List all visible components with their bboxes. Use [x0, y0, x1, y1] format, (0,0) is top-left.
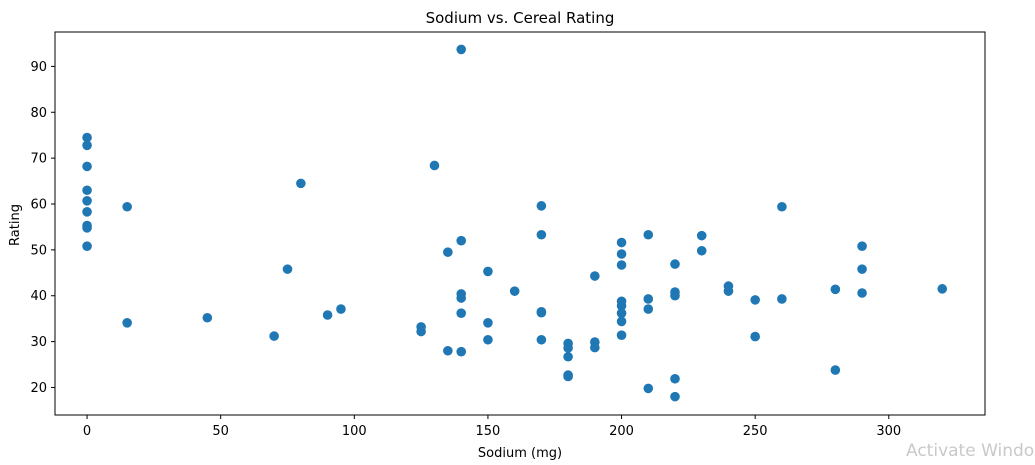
- data-point: [509, 286, 520, 296]
- data-point: [536, 229, 547, 240]
- data-point: [82, 241, 92, 252]
- data-point: [82, 132, 92, 143]
- data-point: [336, 304, 346, 314]
- data-point: [857, 288, 867, 298]
- data-point: [830, 365, 841, 375]
- data-point: [643, 294, 654, 304]
- data-point: [590, 342, 600, 353]
- data-point: [563, 371, 573, 382]
- windows-activation-watermark: Activate Windo: [906, 441, 1035, 461]
- data-point: [429, 160, 440, 171]
- x-axis: 0 50 100 150 200 250 300: [83, 415, 901, 439]
- data-point: [456, 293, 467, 303]
- y-tick-label: 30: [30, 335, 47, 350]
- x-tick-label: 150: [476, 424, 501, 439]
- y-tick-label: 70: [30, 152, 47, 167]
- data-point: [456, 44, 467, 55]
- data-point: [202, 312, 213, 323]
- data-point: [750, 331, 760, 342]
- data-point: [670, 373, 680, 384]
- data-point: [536, 307, 547, 318]
- x-tick-label: 200: [609, 424, 634, 439]
- y-axis-label: Rating: [8, 204, 23, 246]
- x-axis-label: Sodium (mg): [478, 446, 562, 461]
- data-point: [416, 326, 426, 337]
- data-point: [857, 241, 867, 252]
- data-point: [616, 301, 627, 311]
- data-point: [723, 286, 734, 296]
- data-point: [616, 260, 627, 270]
- data-point: [643, 304, 654, 314]
- y-tick-label: 40: [30, 289, 47, 304]
- data-point: [82, 185, 92, 196]
- data-point: [563, 343, 573, 353]
- y-axis: 20 30 40 50 60 70 80 90: [30, 60, 55, 396]
- data-point: [122, 318, 132, 328]
- data-point: [536, 201, 547, 211]
- data-point: [269, 331, 279, 341]
- data-point: [777, 201, 787, 212]
- data-point: [122, 201, 132, 212]
- x-tick-label: 50: [212, 424, 229, 439]
- data-point: [750, 295, 760, 305]
- data-point: [322, 310, 333, 320]
- data-point: [590, 271, 600, 281]
- data-point: [616, 330, 627, 340]
- data-point: [82, 195, 92, 206]
- data-point: [670, 290, 680, 301]
- data-point: [483, 334, 493, 345]
- y-tick-label: 20: [30, 381, 47, 396]
- data-point: [443, 247, 453, 257]
- data-point: [643, 383, 654, 394]
- y-tick-label: 60: [30, 198, 47, 213]
- data-point: [456, 308, 467, 318]
- data-point: [82, 207, 92, 217]
- data-point: [296, 178, 306, 189]
- data-point: [483, 266, 493, 277]
- data-point: [82, 161, 92, 172]
- data-point: [696, 230, 707, 241]
- data-points: [82, 44, 948, 402]
- data-point: [456, 346, 467, 357]
- plot-area: [54, 31, 986, 416]
- data-point: [616, 316, 627, 327]
- data-point: [456, 235, 467, 246]
- data-point: [616, 237, 627, 248]
- data-point: [830, 284, 841, 295]
- data-point: [670, 259, 680, 269]
- data-point: [670, 391, 680, 402]
- chart-title: Sodium vs. Cereal Rating: [426, 9, 615, 27]
- data-point: [536, 334, 547, 345]
- data-point: [643, 229, 654, 240]
- x-tick-label: 100: [342, 424, 367, 439]
- y-tick-label: 80: [30, 106, 47, 121]
- plot-frame: [54, 31, 986, 416]
- data-point: [616, 308, 627, 318]
- data-point: [82, 223, 92, 233]
- data-point: [937, 284, 948, 294]
- x-tick-label: 300: [876, 424, 901, 439]
- data-point: [696, 245, 707, 256]
- data-point: [616, 249, 627, 259]
- data-point: [857, 264, 867, 274]
- y-tick-label: 50: [30, 243, 47, 258]
- x-tick-label: 250: [743, 424, 768, 439]
- data-point: [443, 345, 453, 356]
- data-point: [483, 318, 493, 328]
- data-point: [777, 294, 787, 304]
- x-tick-label: 0: [83, 424, 91, 439]
- y-tick-label: 90: [30, 60, 47, 75]
- data-point: [563, 351, 573, 362]
- data-point: [82, 140, 92, 151]
- data-point: [282, 264, 293, 274]
